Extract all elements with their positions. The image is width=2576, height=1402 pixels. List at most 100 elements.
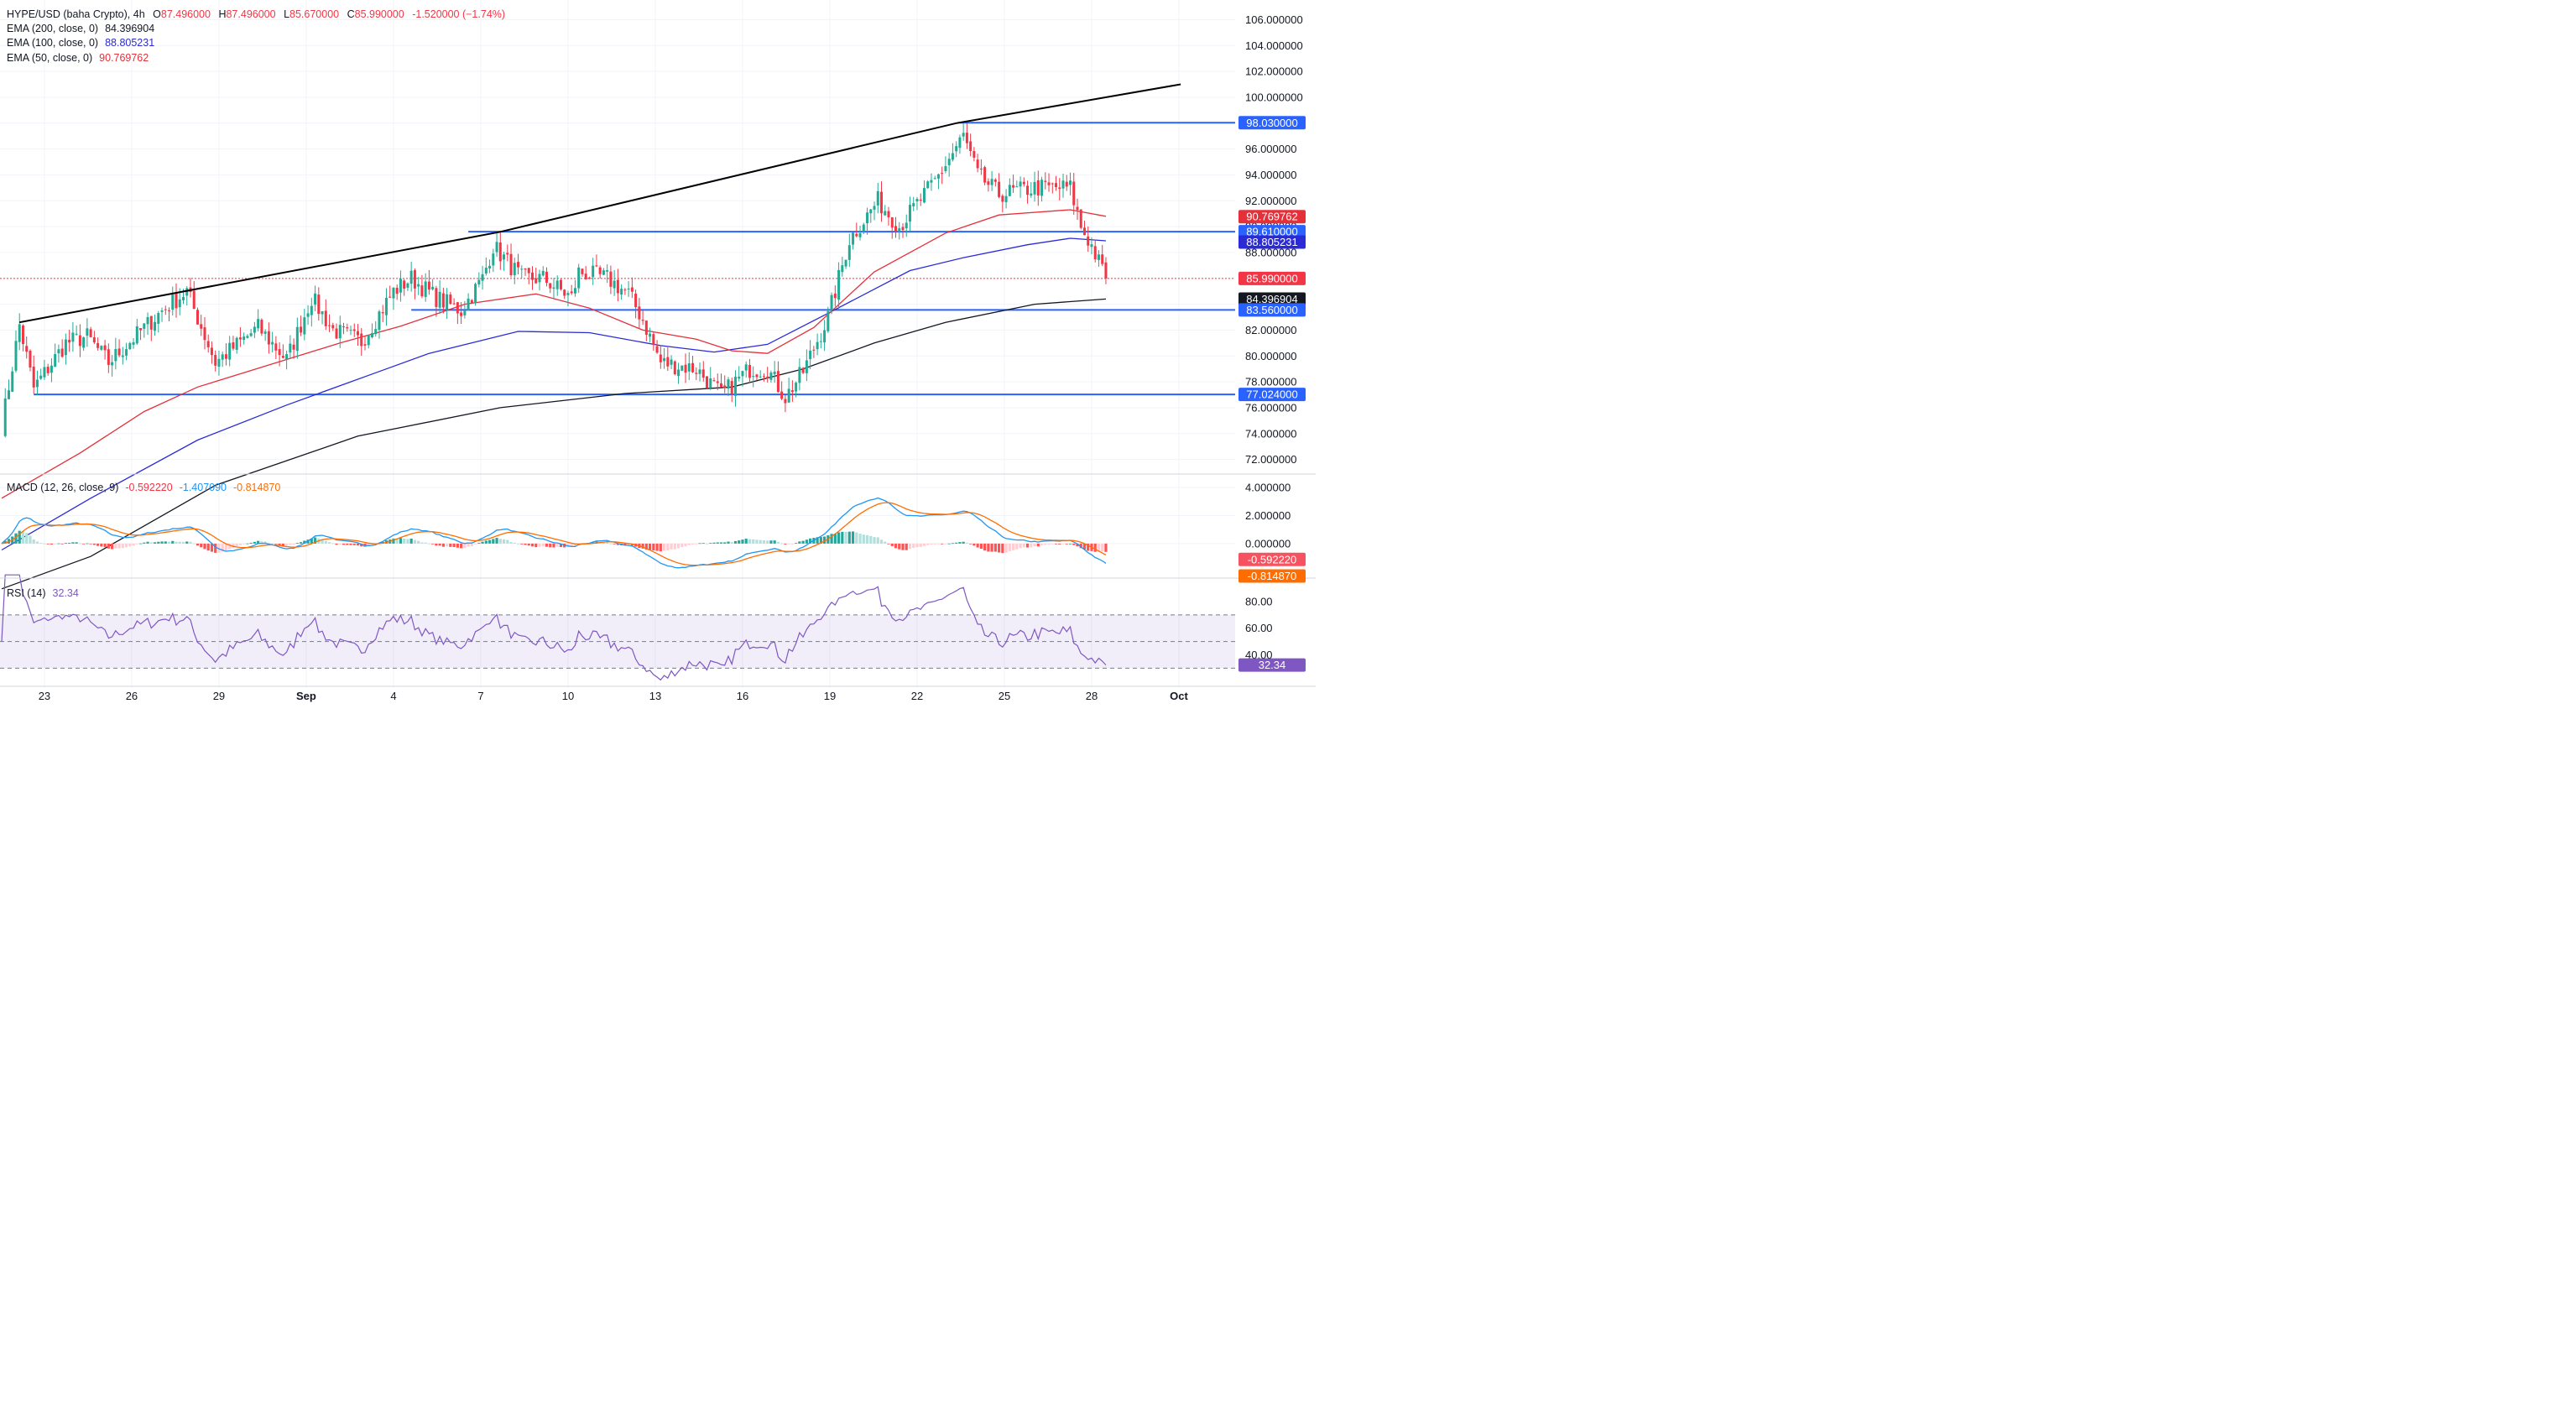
candle-body: [1008, 185, 1011, 196]
macd-histogram-bar: [221, 543, 224, 552]
candle-body: [503, 254, 506, 260]
macd-histogram-bar: [409, 538, 413, 544]
candle-body: [930, 180, 933, 183]
candle-body: [1047, 182, 1051, 185]
candle: [427, 269, 430, 295]
candle-body: [784, 399, 787, 404]
candle: [852, 232, 855, 250]
candle-body: [125, 349, 128, 356]
macd-histogram-bar: [71, 542, 75, 544]
candle-body: [413, 270, 416, 289]
candle: [894, 216, 897, 238]
candle: [587, 276, 591, 279]
macd-histogram-bar: [1001, 543, 1004, 554]
macd-histogram-bar: [662, 543, 666, 551]
macd-histogram-bar: [1011, 543, 1015, 550]
price-tick-label: 88.000000: [1245, 246, 1296, 258]
macd-histogram-bar: [545, 543, 549, 547]
price-badge-bg: [1238, 235, 1306, 249]
candle-body: [873, 206, 876, 210]
macd-histogram-bar: [192, 543, 196, 545]
candle: [709, 367, 712, 390]
candle-body: [670, 359, 673, 365]
candle-body: [403, 280, 406, 289]
macd-histogram-bar: [185, 541, 189, 544]
macd-histogram-bar: [947, 543, 951, 545]
candle: [776, 361, 780, 393]
candle: [1079, 209, 1082, 230]
levels-layer: [0, 122, 1235, 396]
candle-body: [712, 380, 716, 382]
candle: [46, 363, 50, 376]
candle-body: [3, 398, 7, 436]
candle: [549, 283, 552, 294]
candle: [1012, 175, 1015, 193]
candle-body: [60, 348, 64, 357]
candle: [833, 285, 837, 307]
candle-body: [613, 280, 616, 289]
candle: [310, 297, 313, 327]
candle: [395, 284, 399, 300]
macd-histogram-bar: [879, 539, 884, 544]
macd-histogram-bar: [520, 543, 524, 545]
candle-body: [228, 342, 232, 360]
candle: [784, 394, 787, 413]
candle: [858, 225, 862, 241]
candle: [534, 267, 538, 284]
price-tick-label: 78.000000: [1245, 376, 1296, 388]
axis-layer[interactable]: 106.000000104.000000102.000000100.000000…: [39, 13, 1303, 702]
macd-histogram-bar: [983, 543, 987, 551]
candle: [1033, 171, 1036, 202]
candle-body: [1076, 206, 1079, 211]
candle: [1008, 178, 1011, 196]
candle-body: [833, 293, 837, 299]
macd-histogram-bar: [370, 543, 374, 546]
candle-body: [1058, 187, 1061, 190]
candle-body: [135, 326, 138, 344]
macd-histogram-bar: [352, 543, 356, 545]
candle: [431, 279, 435, 291]
macd-histogram-bar: [865, 534, 869, 544]
candle: [884, 205, 887, 216]
candle-body: [289, 343, 292, 353]
candle-body: [46, 367, 50, 373]
price-tick-label: 80.000000: [1245, 350, 1296, 362]
candle: [374, 321, 378, 337]
macd-histogram-bar: [670, 543, 673, 550]
candle-body: [545, 271, 548, 283]
candle: [1051, 182, 1054, 194]
candle-body: [235, 337, 238, 350]
candle: [54, 343, 57, 367]
candle: [409, 261, 413, 292]
macd-histogram-bar: [100, 543, 103, 547]
candle: [492, 248, 495, 273]
macd-histogram-bar: [75, 542, 78, 544]
candle-body: [224, 354, 227, 359]
macd-histogram-bar: [121, 543, 124, 549]
candle: [317, 287, 321, 321]
candle: [545, 267, 548, 287]
macd-histogram-bar: [164, 541, 167, 544]
price-badge-bg: [1238, 210, 1306, 224]
candle: [78, 324, 81, 357]
candle-body: [602, 270, 605, 275]
time-tick-label: 28: [1086, 690, 1098, 702]
candle-body: [769, 373, 773, 380]
macd-histogram-bar: [681, 543, 684, 548]
candle: [898, 222, 901, 240]
candle-body: [776, 371, 780, 393]
candle: [566, 290, 570, 307]
candle: [331, 322, 335, 331]
candle-body: [908, 205, 911, 222]
candle: [221, 351, 224, 367]
candle-body: [1051, 183, 1054, 185]
candle-body: [64, 339, 67, 356]
candle-body: [257, 319, 260, 329]
macd-signal-value: -0.814870: [233, 482, 280, 493]
candle-body: [844, 259, 847, 267]
candle-body: [78, 335, 81, 347]
macd-histogram-bar: [235, 543, 238, 547]
candle-body: [598, 267, 602, 274]
trend-layer: [19, 83, 1181, 324]
candle-body: [253, 326, 256, 333]
